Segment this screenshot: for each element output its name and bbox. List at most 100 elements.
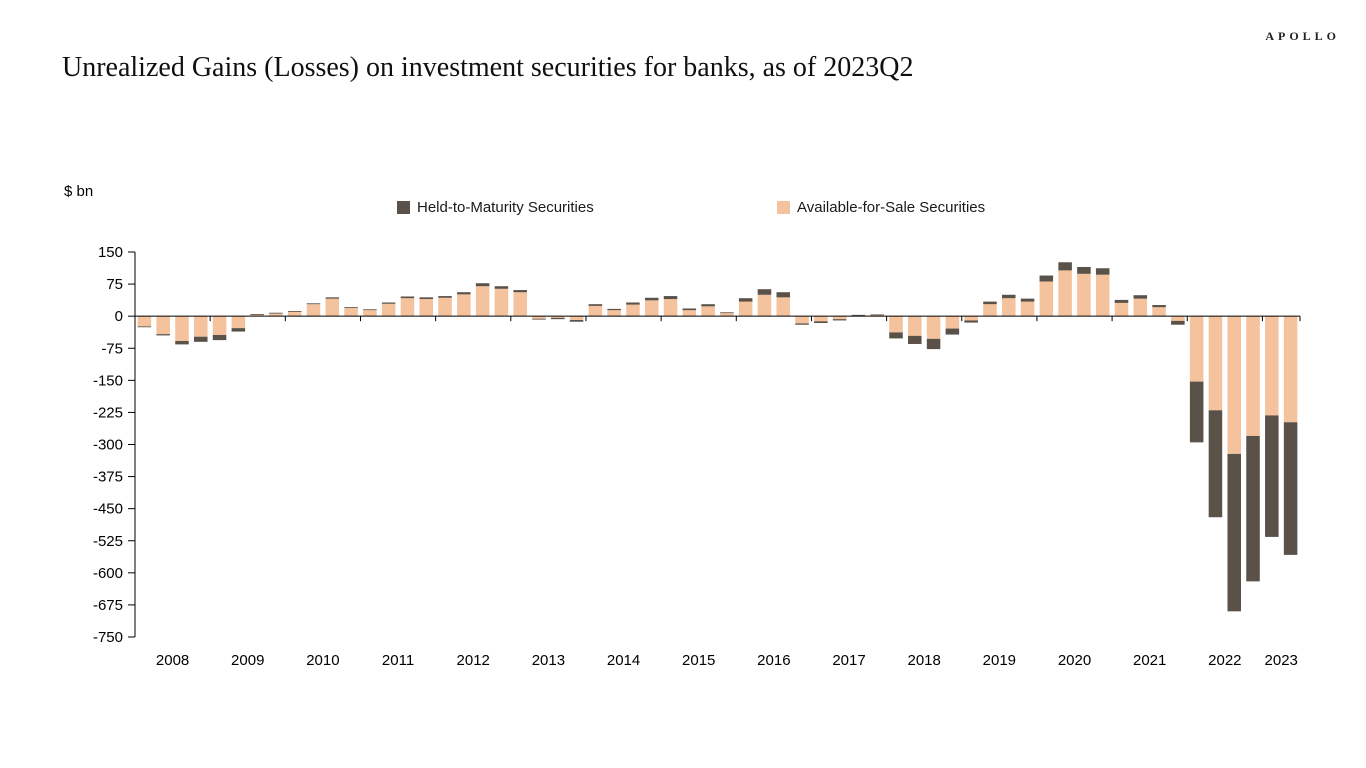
bar-2011Q2-htm [381,302,396,304]
bar-2017Q4-htm [870,314,884,316]
bar-2014Q1-afs [588,305,603,317]
bar-2020Q1-htm [1039,275,1054,282]
bar-2014Q3-afs [626,304,640,317]
y-axis-tick-label: -450 [93,501,123,518]
bar-2011Q1-afs [363,310,377,317]
bar-2023Q2-afs [1283,316,1298,423]
bar-2022Q2-afs [1208,316,1223,411]
bar-2023Q1-htm [1265,415,1279,537]
bar-2008Q4-afs [194,316,208,337]
bar-2008Q3-htm [175,340,189,345]
y-axis-unit-label: $ bn [64,183,94,200]
bar-2011Q3-afs [400,298,415,317]
bar-2019Q4-afs [1020,301,1035,317]
bar-2012Q3-htm [475,283,490,287]
bar-2011Q4-afs [419,299,434,317]
x-axis-year-label: 2016 [757,652,790,669]
legend-item-available-for-sale: Available-for-Sale Securities [777,199,985,216]
bar-2021Q2-htm [1133,295,1148,299]
bar-2010Q2-htm [306,303,321,305]
bar-2016Q1-afs [738,301,753,317]
bar-2013Q2-afs [532,316,546,319]
bar-2013Q3-afs [551,316,565,318]
bar-2008Q1-afs [137,316,152,327]
bar-2017Q4-afs [870,314,884,317]
bar-2011Q3-htm [400,296,415,299]
bar-2015Q1-htm [663,296,678,300]
bar-2015Q3-htm [701,304,715,307]
x-axis-year-label: 2009 [231,652,264,669]
x-axis-year-label: 2008 [156,652,189,669]
bar-2009Q4-htm [269,312,283,314]
bar-2008Q4-htm [194,336,208,342]
bar-2008Q1-htm [137,326,152,328]
bar-2022Q1-afs [1189,316,1204,382]
bar-2020Q4-htm [1095,268,1110,275]
bar-2011Q4-htm [419,297,434,300]
bar-2021Q4-htm [1171,320,1185,325]
bar-2018Q2-afs [908,316,922,336]
x-axis-year-label: 2014 [607,652,640,669]
bar-2015Q2-afs [682,310,697,317]
bar-2014Q3-htm [626,302,640,305]
x-axis-year-label: 2018 [908,652,941,669]
bar-2021Q2-afs [1133,298,1148,317]
bar-2020Q3-htm [1077,266,1091,274]
available-for-sale-legend-label: Available-for-Sale Securities [797,199,986,216]
bar-2009Q4-afs [269,313,283,317]
bar-2022Q4-afs [1246,316,1260,436]
x-axis-year-label: 2022 [1208,652,1241,669]
bar-2017Q3-htm [851,314,866,316]
bar-2012Q2-afs [457,294,471,317]
bar-2014Q2-htm [607,308,621,311]
y-axis-tick-label: -525 [93,533,123,550]
bar-2010Q3-afs [325,298,340,317]
y-axis-tick-label: -675 [93,597,123,614]
bar-2017Q2-htm [832,319,847,321]
bar-2012Q3-afs [475,286,490,317]
bar-2013Q4-afs [569,316,584,321]
bar-2010Q1-htm [287,311,302,312]
chart-legend: Held-to-Maturity Securities Available-fo… [0,199,1366,219]
x-axis-year-label: 2012 [457,652,490,669]
bar-2010Q2-afs [306,304,321,317]
bar-2017Q1-afs [814,316,828,322]
x-axis-year-label: 2017 [832,652,865,669]
bar-2008Q2-htm [156,334,170,336]
bar-2018Q1-afs [889,316,903,333]
bar-2019Q4-htm [1020,298,1035,302]
bar-2021Q3-htm [1152,305,1166,308]
bar-2011Q2-afs [381,303,396,317]
bar-2021Q1-afs [1114,302,1129,317]
bar-2013Q3-htm [551,317,565,320]
bar-2014Q4-htm [644,297,659,301]
bar-2015Q2-htm [682,308,697,311]
bar-2018Q4-htm [945,328,960,335]
y-axis-tick-label: -300 [93,437,123,454]
bar-2014Q4-afs [644,300,659,317]
x-axis-year-label: 2013 [532,652,565,669]
bar-2009Q1-htm [212,334,227,341]
bar-2009Q1-afs [212,316,227,335]
bar-2009Q3-htm [250,314,264,315]
bar-2019Q1-htm [964,320,978,323]
bar-2012Q2-htm [457,292,471,295]
x-axis-year-label: 2011 [382,652,414,669]
bar-2016Q4-afs [795,316,809,324]
bar-2010Q3-htm [325,297,340,299]
bar-2014Q2-afs [607,310,621,317]
bar-2020Q3-afs [1077,273,1091,317]
bar-2008Q3-afs [175,316,189,341]
bar-2012Q1-afs [438,297,452,317]
y-axis-tick-label: -375 [93,469,123,486]
bar-2011Q1-htm [363,309,377,311]
bar-2018Q3-afs [926,316,941,339]
bar-2022Q1-htm [1189,381,1204,443]
bar-2009Q3-afs [250,314,264,317]
bar-2019Q2-afs [983,304,997,317]
y-axis-tick-label: -225 [93,404,123,421]
x-axis-year-label: 2021 [1133,652,1166,669]
bar-2020Q2-afs [1058,270,1072,317]
y-axis-tick-label: -750 [93,629,123,646]
